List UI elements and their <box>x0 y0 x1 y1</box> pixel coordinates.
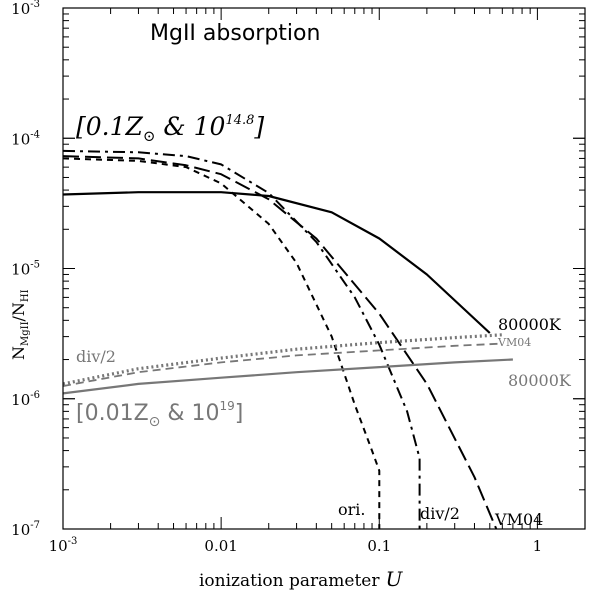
x-tick-label-base: 10 <box>49 537 68 555</box>
x-axis-label: ionization parameter U <box>199 567 403 591</box>
series-line-black-ori <box>62 157 381 529</box>
y-tick-label: 10-5 <box>11 260 40 279</box>
series-label-black-ori: ori. <box>338 500 365 519</box>
y-tick-label-exp: -4 <box>30 129 40 140</box>
group-label-high-post: ] <box>253 112 264 141</box>
y-axis-label-den: N <box>9 302 28 316</box>
y-axis-label-base: N <box>9 346 28 360</box>
y-tick-label-base: 10 <box>11 0 30 18</box>
x-tick-label: 0.01 <box>204 537 237 555</box>
group-label-low-mid: & 10 <box>160 401 219 426</box>
group-label-low-post: ] <box>235 401 244 426</box>
y-axis-label-num-sub: MgII <box>20 321 31 346</box>
y-tick-label-base: 10 <box>11 130 30 148</box>
chart-title: MgII absorption <box>150 21 320 46</box>
group-label-high-metallicity: [0.1Z⊙ & 1014.8] <box>76 112 264 145</box>
solar-symbol-low-icon: ⊙ <box>149 414 161 430</box>
group-label-low-exp: 19 <box>220 399 235 413</box>
group-label-high-exp: 14.8 <box>225 113 254 128</box>
y-tick-label-base: 10 <box>11 391 30 409</box>
plot-frame <box>62 7 586 530</box>
y-tick-label-exp: -5 <box>30 260 40 271</box>
group-label-low-metallicity: [0.01Z⊙ & 1019] <box>76 399 243 430</box>
y-axis-label: NMgII/NHI <box>9 289 31 360</box>
series-line-grey-vm04 <box>62 342 503 387</box>
y-axis-label-slash: / <box>9 315 28 321</box>
series-label-grey-80000k: 80000K <box>508 371 572 390</box>
x-tick-label: 0.1 <box>367 537 391 555</box>
y-tick-label-exp: -3 <box>30 0 40 10</box>
solar-symbol-icon: ⊙ <box>143 127 156 145</box>
y-tick-label-exp: -6 <box>30 390 40 401</box>
series-label-black-vm04: VM04 <box>494 510 543 529</box>
series-line-grey-div2 <box>62 333 503 386</box>
series-label-grey-div2: div/2 <box>76 347 116 366</box>
series-line-grey-80000k <box>62 358 513 395</box>
series-label-grey-vm04: VM04 <box>497 336 531 349</box>
x-tick-label-exp: -3 <box>68 536 78 547</box>
series-line-black-div2 <box>62 149 421 529</box>
x-tick-label: 10-3 <box>49 536 78 555</box>
y-tick-label: 10-7 <box>11 520 40 539</box>
series-line-black-80000k <box>62 191 491 334</box>
y-tick-label-base: 10 <box>11 261 30 279</box>
series-label-black-80000k: 80000K <box>498 315 562 334</box>
group-label-low-prefix: [0.01Z <box>76 401 149 426</box>
x-axis-label-symbol: U <box>385 567 403 591</box>
series-label-black-div2: div/2 <box>420 504 460 523</box>
group-label-high-mid: & 10 <box>155 112 225 141</box>
series-line-black-vm04 <box>62 155 498 530</box>
y-tick-label: 10-3 <box>11 0 40 18</box>
x-axis-label-text: ionization parameter <box>199 571 380 591</box>
y-tick-label-exp: -7 <box>30 520 40 531</box>
y-tick-label-base: 10 <box>11 521 30 539</box>
group-label-high-prefix: [0.1Z <box>76 112 144 141</box>
y-tick-label: 10-4 <box>11 129 40 148</box>
y-tick-label: 10-6 <box>11 390 40 409</box>
x-tick-label: 1 <box>533 537 543 555</box>
y-axis-label-den-sub: HI <box>20 289 31 302</box>
